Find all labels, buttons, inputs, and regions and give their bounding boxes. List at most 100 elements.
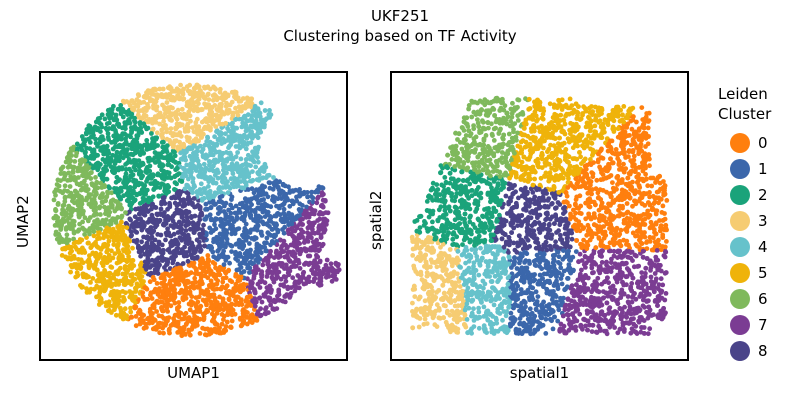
cell-point [67, 225, 73, 231]
cell-point [192, 204, 198, 210]
cell-point [87, 229, 92, 235]
cell-point [320, 211, 326, 216]
cell-point [147, 244, 153, 250]
cell-point [144, 286, 150, 292]
cell-point [152, 237, 158, 243]
cell-point [181, 331, 187, 337]
cell-point [105, 154, 111, 160]
cell-point [268, 219, 274, 224]
cell-point [239, 166, 245, 172]
umap-scatter [51, 82, 342, 339]
cell-point [258, 205, 264, 211]
cell-point [144, 126, 149, 132]
cell-point [201, 311, 206, 317]
cell-point [215, 256, 221, 262]
cell-point [112, 307, 117, 313]
cell-point [106, 137, 111, 142]
cell-point [156, 151, 161, 157]
cell-point [269, 287, 274, 293]
cell-point [190, 226, 196, 232]
cell-point [307, 260, 313, 266]
cell-point [123, 167, 129, 172]
cell-point [122, 306, 128, 312]
cell-point [115, 133, 120, 138]
cell-point [98, 287, 104, 293]
cell-point [255, 159, 261, 165]
cell-point [252, 235, 258, 240]
cell-point [143, 169, 148, 174]
cell-point [93, 136, 98, 142]
cell-point [55, 177, 61, 183]
cell-point [140, 161, 146, 167]
cell-point [128, 305, 133, 311]
cell-point [281, 249, 287, 254]
cell-point [272, 213, 278, 219]
cell-point [102, 116, 108, 122]
cell-point [133, 323, 139, 329]
cell-point [299, 190, 304, 196]
cell-point [122, 313, 127, 319]
cell-point [212, 190, 218, 196]
cell-point [141, 191, 146, 197]
cell-point [241, 286, 247, 291]
cell-point [191, 280, 197, 286]
cell-point [221, 248, 227, 254]
cell-point [188, 187, 194, 193]
cell-point [264, 240, 269, 246]
cell-point [170, 144, 176, 150]
cell-point [243, 180, 249, 185]
cell-point [109, 230, 115, 236]
cell-point [305, 239, 311, 244]
cell-point [151, 105, 156, 111]
cell-point [123, 139, 129, 145]
cell-point [128, 272, 134, 278]
cell-point [239, 185, 245, 191]
cell-point [172, 237, 178, 243]
cell-point [109, 190, 115, 196]
cell-point [76, 193, 82, 199]
cell-point [134, 126, 140, 132]
cell-point [138, 181, 144, 187]
cell-point [189, 156, 195, 162]
cell-point [258, 100, 264, 106]
cell-point [305, 194, 310, 200]
cell-point [178, 230, 184, 236]
cell-point [139, 312, 145, 317]
cell-point [153, 257, 159, 263]
cell-point [297, 221, 302, 227]
cell-point [68, 174, 74, 179]
cell-point [224, 283, 230, 289]
cell-point [84, 290, 90, 295]
cell-point [314, 189, 320, 194]
cell-point [265, 256, 271, 262]
cell-point [188, 118, 193, 124]
cell-point [222, 216, 228, 222]
cell-point [71, 219, 77, 224]
cell-point [245, 262, 251, 268]
cell-point [134, 281, 140, 287]
cell-point [245, 152, 251, 158]
cell-point [176, 94, 181, 100]
cell-point [149, 263, 155, 268]
cell-point [323, 218, 329, 223]
cell-point [185, 258, 191, 264]
cell-point [176, 310, 182, 315]
cell-point [155, 267, 160, 273]
cell-point [112, 251, 118, 256]
cell-point [199, 119, 205, 125]
cell-point [165, 183, 171, 188]
cell-point [123, 242, 129, 248]
cell-point [217, 205, 222, 210]
cell-point [136, 211, 142, 217]
cell-point [86, 240, 91, 246]
cell-point [309, 230, 315, 236]
cell-point [226, 296, 232, 302]
cell-point [237, 315, 243, 321]
cell-point [246, 174, 252, 180]
cell-point [491, 302, 497, 308]
cell-point [218, 330, 224, 336]
cell-point [236, 302, 242, 308]
cell-point [66, 193, 72, 199]
cell-point [252, 289, 258, 295]
cell-point [189, 160, 195, 166]
